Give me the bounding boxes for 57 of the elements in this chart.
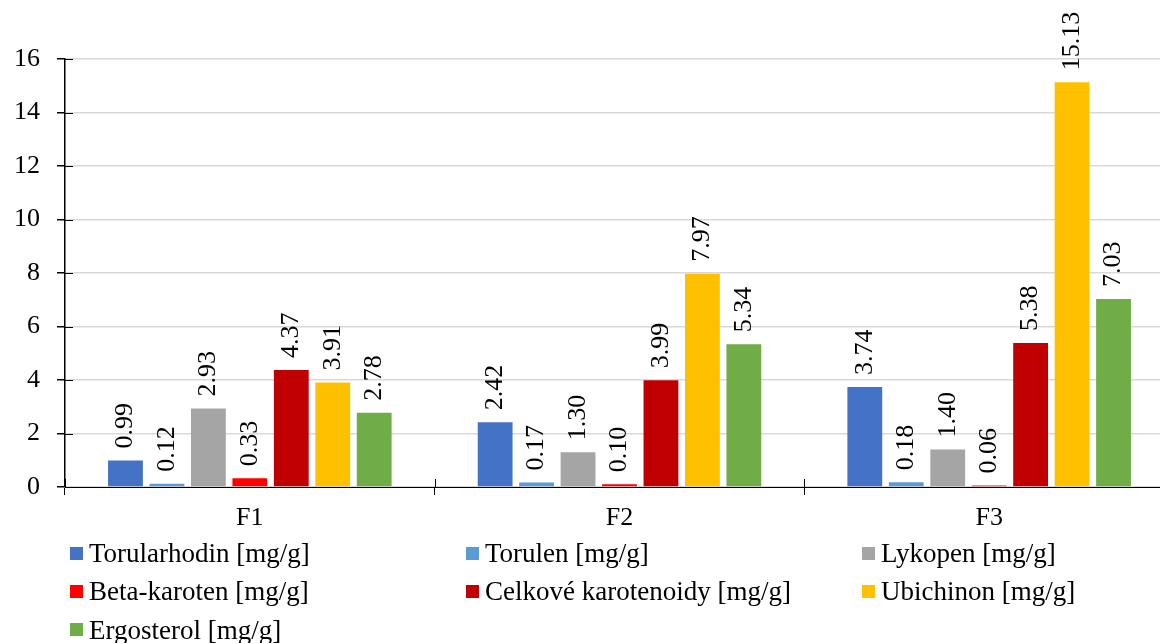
bar [1054,82,1090,487]
y-tick-label: 6 [27,310,40,340]
data-label: 5.38 [1014,285,1044,332]
bar [108,460,143,487]
x-tick-label: F3 [975,502,1003,532]
bar [190,408,226,487]
data-label: 0.06 [972,427,1002,474]
data-label: 7.97 [686,216,716,262]
y-tick-label: 8 [27,256,40,286]
x-tick-label: F1 [236,502,264,532]
bar [519,482,554,487]
data-label: 2.42 [478,364,508,411]
data-label: 0.18 [890,424,920,471]
bar [685,273,720,487]
data-label: 5.34 [727,286,757,333]
bar [1096,298,1131,487]
legend-label: Torulen [mg/g] [485,538,649,568]
bar [560,452,596,487]
legend-label: Torularhodin [mg/g] [89,538,310,568]
bar [356,412,392,487]
data-label: 1.30 [561,394,591,441]
data-label: 3.91 [316,324,346,371]
data-label: 2.78 [358,355,388,401]
bar [232,478,268,487]
y-tick-label: 10 [14,203,40,233]
data-label: 0.17 [520,424,550,471]
x-tick-label: F2 [605,502,634,532]
legend-label: Lykopen [mg/g] [881,538,1056,568]
data-label: 4.37 [275,312,305,359]
data-label: 2.93 [192,351,222,397]
y-tick-label: 2 [27,417,40,447]
bar [315,382,351,487]
legend-label: Beta-karoten [mg/g] [89,576,309,607]
data-label: 1.40 [931,392,961,438]
legend-label: Ubichinon [mg/g] [881,576,1076,607]
bar [1013,343,1049,487]
y-tick-label: 16 [14,42,40,72]
bar [477,422,513,487]
data-label: 3.99 [644,322,674,369]
y-tick-label: 14 [14,96,40,126]
data-label: 0.33 [233,420,263,467]
data-label: 0.12 [150,426,180,472]
bar [726,344,762,487]
y-tick-label: 12 [14,149,40,179]
bar [273,370,309,487]
y-tick-label: 4 [27,363,40,393]
bar [930,449,966,487]
data-label: 7.03 [1097,241,1127,287]
bar [888,482,924,487]
bar [643,380,679,487]
bar [847,386,883,487]
data-label: 3.74 [848,329,878,375]
y-tick-label: 0 [27,470,40,500]
data-label: 15.13 [1055,11,1085,71]
legend-label: Celkové karotenoidy [mg/g] [485,576,791,607]
data-label: 0.10 [603,426,633,473]
data-label: 0.99 [109,403,139,449]
